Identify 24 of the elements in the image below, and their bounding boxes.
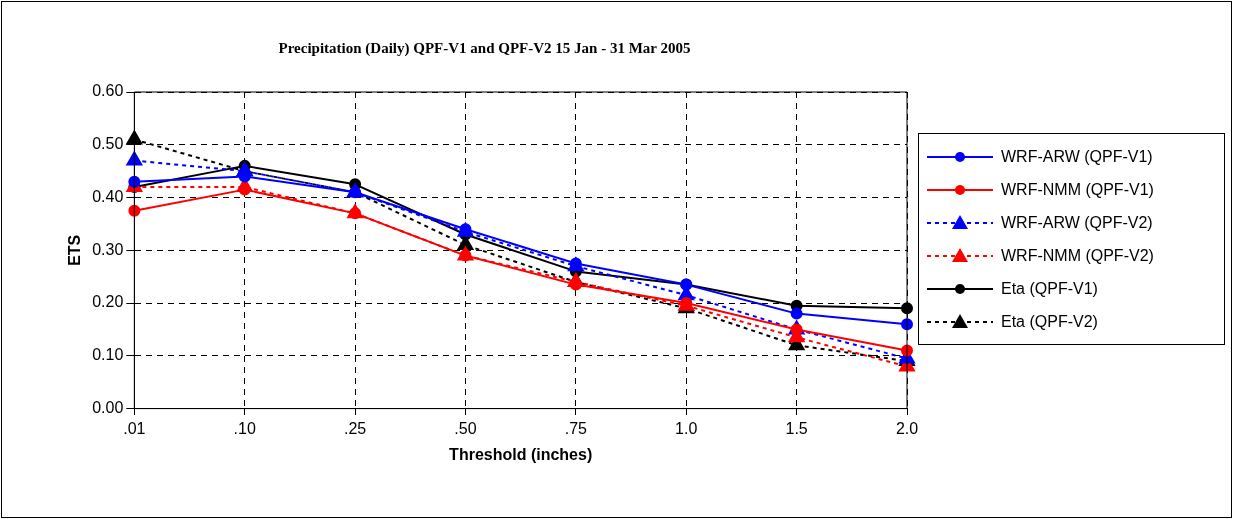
chart-title: Precipitation (Daily) QPF-V1 and QPF-V2 15 Jan - 31 Mar 2005 (278, 39, 691, 57)
y-tick-label: 0.20 (92, 293, 124, 311)
x-axis-title: Threshold (inches) (449, 445, 593, 463)
x-tick-label: .25 (343, 419, 367, 437)
x-tick-label: 1.5 (785, 419, 808, 437)
y-tick-label: 0.30 (92, 240, 124, 258)
y-tick-label: 0.50 (92, 135, 124, 153)
x-tick-label: .10 (233, 419, 256, 437)
x-tick-label: 1.0 (675, 419, 698, 437)
x-tick-label: .01 (123, 419, 146, 437)
x-tick-label: .75 (564, 419, 588, 437)
y-tick-label: 0.00 (92, 399, 124, 417)
y-tick-label: 0.60 (92, 82, 124, 100)
y-tick-label: 0.10 (92, 346, 124, 364)
y-axis-title: ETS (66, 234, 84, 266)
x-tick-label: .50 (454, 419, 477, 437)
legend-label: WRF-NMM (QPF-V1) (1001, 180, 1154, 199)
x-tick-label: 2.0 (895, 419, 919, 437)
legend-label: Eta (QPF-V2) (1001, 312, 1098, 331)
legend-label: WRF-ARW (QPF-V2) (1001, 213, 1153, 232)
legend-label: Eta (QPF-V1) (1001, 279, 1098, 298)
y-tick-label: 0.40 (92, 187, 124, 205)
legend-label: WRF-NMM (QPF-V2) (1001, 246, 1154, 265)
legend-label: WRF-ARW (QPF-V1) (1001, 147, 1153, 166)
